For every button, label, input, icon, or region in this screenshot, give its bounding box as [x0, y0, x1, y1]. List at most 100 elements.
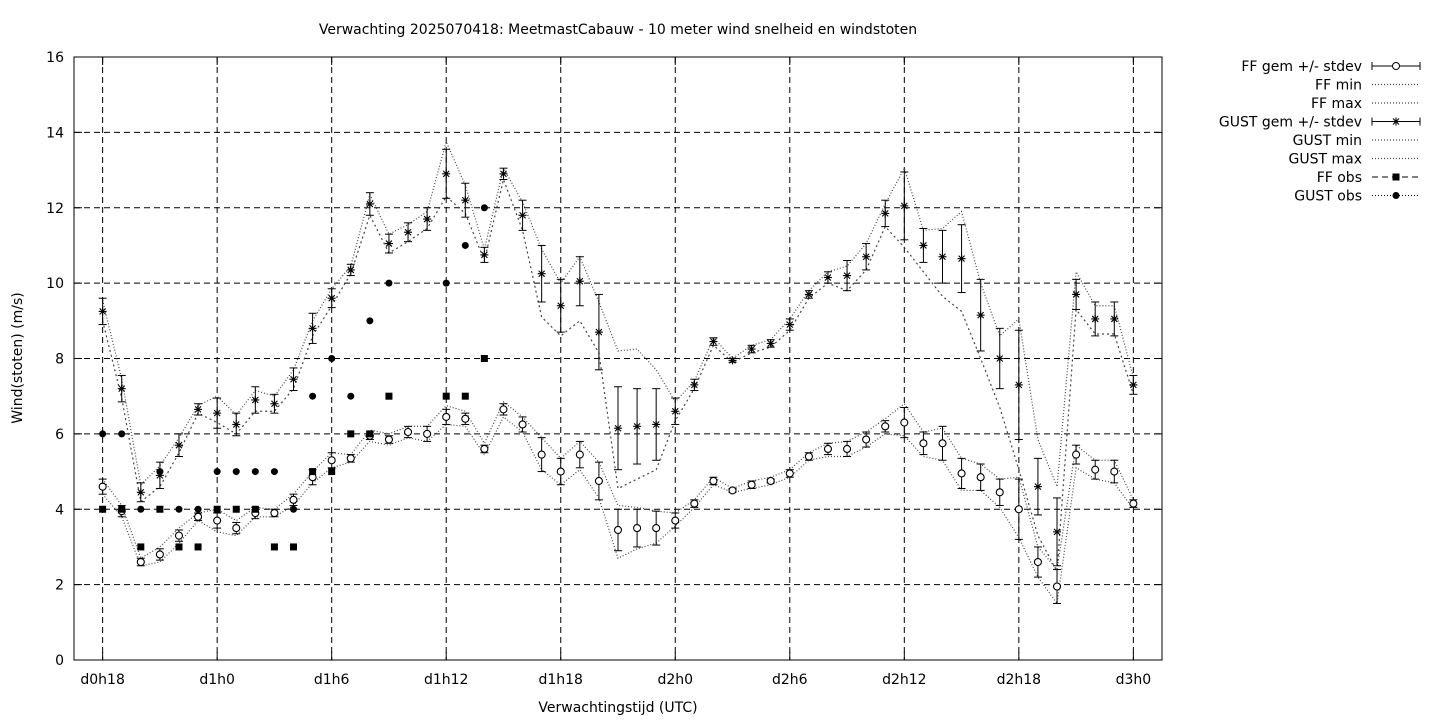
ff-mean-point [480, 444, 489, 454]
ff-obs-point [175, 543, 183, 551]
y-axis-label: Wind(stoten) (m/s) [10, 292, 26, 423]
y-tick-label: 8 [55, 352, 64, 368]
legend-entry: GUST min [1293, 133, 1420, 149]
ff-obs-point [347, 430, 355, 438]
legend-marker [1392, 117, 1400, 126]
ff-mean-point [442, 412, 451, 421]
gust-mean-point [766, 339, 775, 348]
ff-obs-point [137, 543, 145, 551]
y-tick-label: 10 [46, 276, 64, 292]
x-tick-label: d2h0 [657, 672, 693, 688]
ff-mean-point [289, 495, 298, 504]
series [98, 140, 1138, 606]
ff-obs-point [156, 505, 164, 513]
legend-label: FF min [1315, 78, 1362, 94]
gust-mean-point [480, 250, 489, 259]
ff-mean-point [900, 418, 909, 427]
ff-mean-point [213, 516, 222, 525]
gust-mean-point [671, 407, 680, 416]
gust-mean-point [938, 252, 947, 261]
ff-obs-point [480, 355, 488, 362]
gust-obs-point [213, 468, 221, 476]
gust-min-line [102, 177, 1134, 574]
gust-mean-point [537, 269, 546, 278]
ff-mean-point [1129, 499, 1138, 508]
gust-mean-point [594, 328, 603, 337]
ff-obs-point [232, 505, 240, 513]
gust-obs-point [99, 430, 107, 438]
gust-obs-point [175, 505, 183, 513]
ff-obs-point [385, 392, 393, 400]
legend-entry: FF max [1311, 96, 1420, 112]
gust-obs-point [328, 355, 336, 362]
legend-marker [1392, 62, 1400, 70]
x-tick-label: d1h18 [538, 672, 582, 688]
gust-mean-point [957, 254, 966, 263]
gust-mean-point [747, 345, 756, 354]
gust-mean-point [194, 405, 203, 414]
gust-mean-point [346, 265, 355, 274]
gust-mean-point [575, 277, 584, 286]
ff-obs-point [461, 392, 469, 400]
gust-obs-point [156, 468, 164, 476]
y-tick-label: 2 [55, 578, 64, 594]
gust-mean-point [117, 384, 126, 393]
ff-mean-point [423, 429, 432, 438]
gust-mean-point [556, 301, 565, 310]
ff-mean-point [613, 525, 623, 535]
ff-mean-point [843, 444, 852, 454]
gust-obs-point [194, 505, 202, 513]
gust-mean-point [1014, 380, 1023, 389]
ff-mean-point [919, 439, 928, 448]
legend-entry: GUST max [1289, 152, 1420, 168]
legend-label: FF gem +/- stdev [1241, 59, 1362, 75]
legend-entry: GUST obs [1294, 189, 1420, 205]
legend-entry: FF obs [1317, 170, 1420, 186]
gust-mean-point [995, 354, 1004, 363]
ff-mean-point [881, 422, 890, 431]
gust-mean-point [518, 211, 527, 220]
gust-mean-point [98, 307, 107, 316]
gust-mean-point [1091, 314, 1100, 323]
ff-mean-point [1033, 557, 1042, 567]
ff-mean-point [938, 439, 947, 448]
gust-mean-point [804, 290, 813, 299]
legend-entry: FF min [1315, 78, 1420, 94]
ff-mean-point [823, 444, 833, 454]
ff-mean-point [671, 516, 680, 525]
gust-obs-point [442, 279, 450, 287]
ff-mean-point [575, 450, 584, 459]
ff-mean-point [1091, 465, 1100, 474]
ff-mean-point [652, 524, 661, 533]
gust-mean-point [614, 424, 622, 433]
gust-mean-point [881, 209, 890, 218]
ff-obs-point [99, 505, 107, 513]
gust-mean-point [461, 196, 470, 205]
axes: 0 2 4 6 8 10 12 14 16 d0h18 d1h0 d1h6 d1h12 d1h18 d2h0… [46, 50, 1162, 688]
gust-mean-point [365, 199, 374, 208]
gust-mean-point [976, 311, 985, 320]
gust-mean-point [709, 337, 718, 346]
gust-mean-point [690, 380, 699, 389]
gust-mean-point [900, 201, 909, 210]
gust-mean-point [232, 420, 241, 429]
x-tick-label: d3h0 [1116, 672, 1152, 688]
gust-mean-point [442, 169, 451, 178]
ff-mean-point [709, 476, 718, 486]
gust-obs-point [480, 204, 488, 212]
y-tick-label: 4 [55, 502, 64, 518]
gust-obs-point [461, 241, 469, 249]
ff-obs-point [194, 543, 202, 551]
gust-mean-point [308, 324, 317, 333]
gust-mean-point [843, 271, 852, 280]
gust-mean-point [174, 441, 183, 450]
ff-mean-point [633, 524, 642, 533]
ff-min-line [102, 415, 1134, 606]
ff-mean-point [174, 531, 184, 540]
ff-mean-point [499, 405, 508, 414]
gust-mean-point [728, 356, 737, 365]
gust-max-line [102, 140, 1134, 487]
gust-mean-point [270, 399, 279, 408]
gust-obs-point [309, 392, 317, 400]
